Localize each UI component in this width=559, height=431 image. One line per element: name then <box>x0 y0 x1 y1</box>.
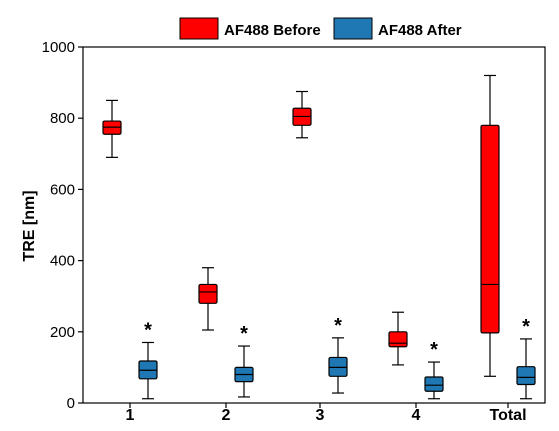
y-tick-label: 800 <box>50 110 75 127</box>
legend-swatch-before <box>179 17 219 40</box>
plot-frame <box>82 46 546 404</box>
significance-star: * <box>334 315 342 337</box>
significance-star: * <box>430 339 438 361</box>
plot-area: 0 200 400 600 800 1000 1 2 3 4 Total * * * * * <box>42 39 546 424</box>
x-tick-label: 3 <box>316 407 325 424</box>
significance-star: * <box>144 319 152 341</box>
x-tick-label: Total <box>489 407 526 424</box>
box-after <box>424 376 444 392</box>
y-tick-label: 0 <box>67 395 75 412</box>
y-tick-label: 1000 <box>42 39 75 56</box>
legend-swatch-after <box>333 17 373 40</box>
box-before <box>388 331 408 348</box>
legend-label-after: AF488 After <box>378 22 462 39</box>
box-before <box>198 283 218 304</box>
box-after <box>516 366 536 386</box>
x-tick-label: 1 <box>126 407 135 424</box>
y-tick-label: 600 <box>50 181 75 198</box>
box-before <box>480 124 500 334</box>
y-axis-label: TRE [nm] <box>21 190 38 261</box>
legend: AF488 Before AF488 After <box>179 17 462 40</box>
significance-star: * <box>522 316 530 338</box>
y-tick-label: 200 <box>50 324 75 341</box>
legend-label-before: AF488 Before <box>224 22 321 39</box>
y-tick-label: 400 <box>50 253 75 270</box>
significance-star: * <box>240 323 248 345</box>
x-tick-label: 4 <box>412 407 421 424</box>
x-tick-label: 2 <box>222 407 231 424</box>
